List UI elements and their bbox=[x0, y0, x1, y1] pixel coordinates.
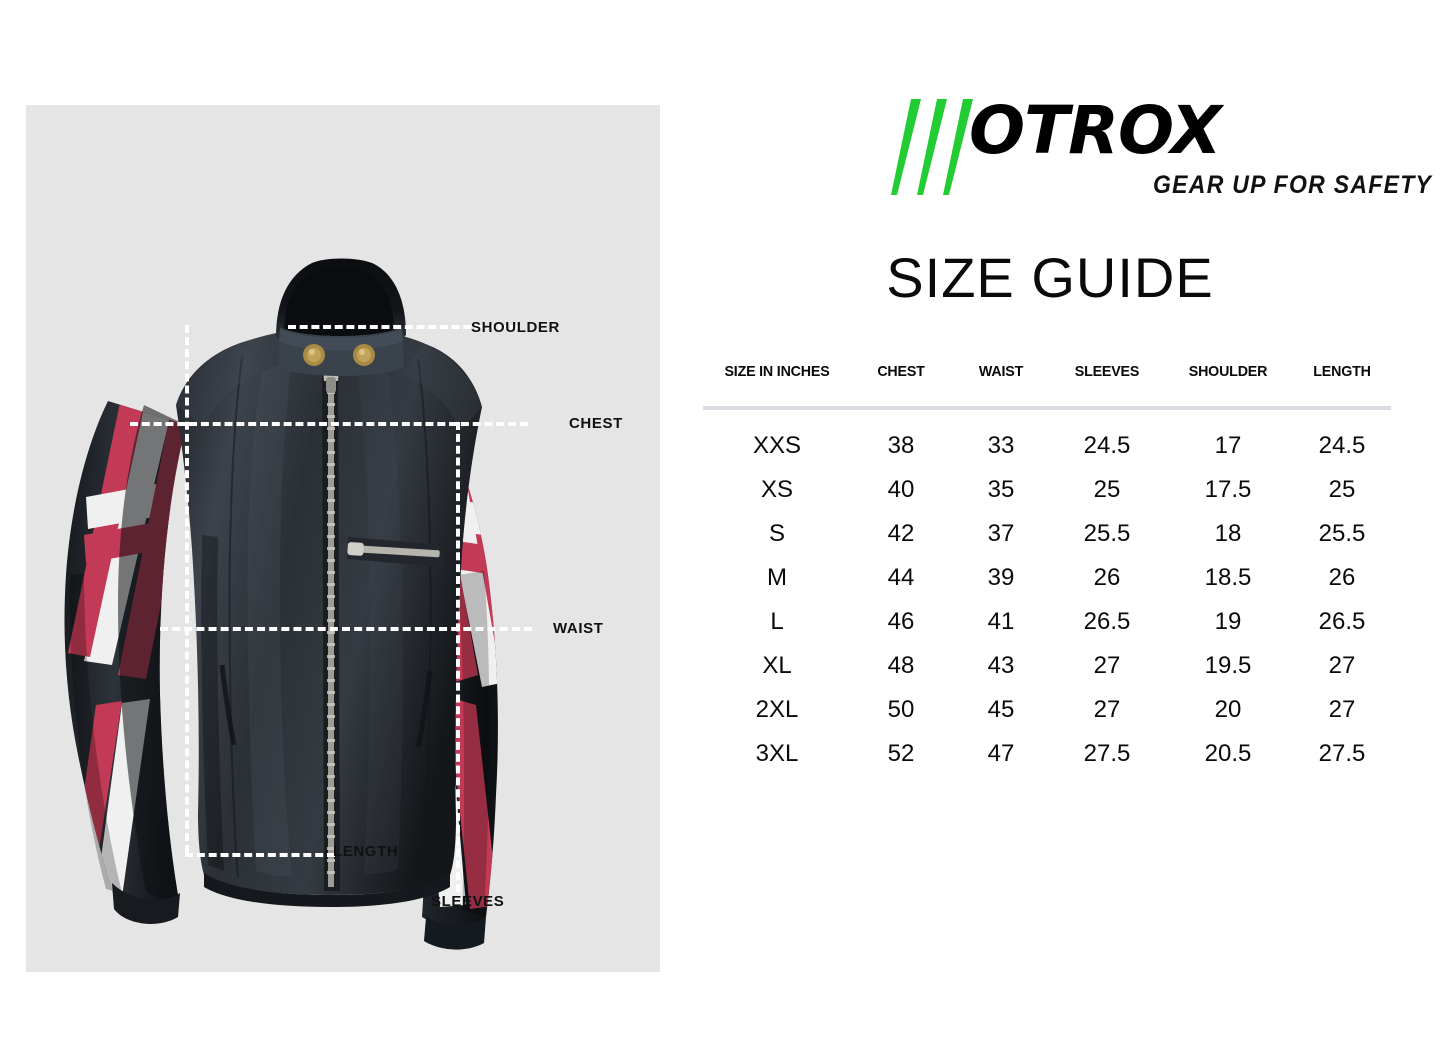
cell-chest: 46 bbox=[887, 608, 915, 635]
cell-sleeves: 25.5 bbox=[1083, 520, 1131, 547]
cell-size: XL bbox=[762, 652, 792, 679]
cell-sleeves: 27.5 bbox=[1083, 740, 1131, 767]
cell-shoulder: 17 bbox=[1214, 432, 1242, 459]
cell-chest: 42 bbox=[887, 520, 915, 547]
cell-length: 26 bbox=[1328, 564, 1356, 591]
table-header-row: SIZE IN INCHES CHEST WAIST SLEEVES SHOUL… bbox=[703, 363, 1391, 408]
chest-pocket bbox=[347, 537, 444, 567]
cell-shoulder: 19 bbox=[1214, 608, 1242, 635]
table-row: 2XL 50 45 27 20 27 bbox=[703, 688, 1391, 732]
cell-size: S bbox=[768, 520, 785, 547]
cell-waist: 43 bbox=[987, 652, 1015, 679]
cell-chest: 40 bbox=[887, 476, 915, 503]
table-row: M 44 39 26 18.5 26 bbox=[703, 556, 1391, 600]
jacket-diagram-panel bbox=[26, 105, 660, 972]
cell-sleeves: 25 bbox=[1093, 476, 1121, 503]
cell-length: 27 bbox=[1328, 652, 1356, 679]
three-green-slashes-icon bbox=[885, 97, 977, 197]
cell-sleeves: 24.5 bbox=[1083, 432, 1131, 459]
cell-size: M bbox=[767, 564, 787, 591]
label-waist: WAIST bbox=[553, 620, 604, 637]
cell-waist: 33 bbox=[987, 432, 1015, 459]
cell-length: 27.5 bbox=[1318, 740, 1366, 767]
table-row: XXS 38 33 24.5 17 24.5 bbox=[703, 408, 1391, 468]
cell-shoulder: 18 bbox=[1214, 520, 1242, 547]
cell-waist: 47 bbox=[987, 740, 1015, 767]
table-row: 3XL 52 47 27.5 20.5 27.5 bbox=[703, 732, 1391, 776]
column-header-sleeves: SLEEVES bbox=[1074, 363, 1140, 380]
size-chart-table: SIZE IN INCHES CHEST WAIST SLEEVES SHOUL… bbox=[703, 363, 1391, 776]
cell-size: XXS bbox=[752, 432, 802, 459]
column-header-size: SIZE IN INCHES bbox=[724, 363, 830, 380]
cell-waist: 41 bbox=[987, 608, 1015, 635]
table-row: XL 48 43 27 19.5 27 bbox=[703, 644, 1391, 688]
table-row: L 46 41 26.5 19 26.5 bbox=[703, 600, 1391, 644]
cell-waist: 37 bbox=[987, 520, 1015, 547]
column-header-shoulder: SHOULDER bbox=[1188, 363, 1268, 380]
cell-waist: 45 bbox=[987, 696, 1015, 723]
cell-sleeves: 27 bbox=[1093, 652, 1121, 679]
cell-sleeves: 26 bbox=[1093, 564, 1121, 591]
cell-length: 24.5 bbox=[1318, 432, 1366, 459]
cell-chest: 44 bbox=[887, 564, 915, 591]
cell-chest: 52 bbox=[887, 740, 915, 767]
cell-length: 27 bbox=[1328, 696, 1356, 723]
label-length: LENGTH bbox=[333, 843, 399, 860]
cell-shoulder: 17.5 bbox=[1204, 476, 1252, 503]
cell-sleeves: 26.5 bbox=[1083, 608, 1131, 635]
label-chest: CHEST bbox=[569, 415, 623, 432]
cell-shoulder: 20 bbox=[1214, 696, 1242, 723]
table-row: XS 40 35 25 17.5 25 bbox=[703, 468, 1391, 512]
table-row: S 42 37 25.5 18 25.5 bbox=[703, 512, 1391, 556]
size-guide-panel: OTROX GEAR UP FOR SAFETY SIZE GUIDE SIZE… bbox=[690, 95, 1431, 776]
cell-chest: 38 bbox=[887, 432, 915, 459]
cell-size: XS bbox=[760, 476, 793, 503]
brand-wordmark: OTROX bbox=[969, 92, 1222, 169]
cell-length: 25 bbox=[1328, 476, 1356, 503]
column-header-chest: CHEST bbox=[877, 363, 925, 380]
brand-tagline: GEAR UP FOR SAFETY bbox=[1153, 171, 1433, 199]
jacket-illustration bbox=[26, 105, 660, 972]
brand-logo: OTROX GEAR UP FOR SAFETY bbox=[885, 95, 1431, 210]
label-shoulder: SHOULDER bbox=[471, 319, 560, 336]
cell-chest: 50 bbox=[887, 696, 915, 723]
column-header-waist: WAIST bbox=[978, 363, 1024, 380]
cell-waist: 39 bbox=[987, 564, 1015, 591]
cell-shoulder: 18.5 bbox=[1204, 564, 1252, 591]
cell-size: L bbox=[770, 608, 784, 635]
cell-size: 3XL bbox=[755, 740, 799, 767]
cell-shoulder: 20.5 bbox=[1204, 740, 1252, 767]
cell-size: 2XL bbox=[755, 696, 799, 723]
cell-sleeves: 27 bbox=[1093, 696, 1121, 723]
cell-length: 26.5 bbox=[1318, 608, 1366, 635]
label-sleeves: SLEEVES bbox=[431, 893, 505, 910]
page-title: SIZE GUIDE bbox=[886, 246, 1214, 309]
cell-chest: 48 bbox=[887, 652, 915, 679]
cell-waist: 35 bbox=[987, 476, 1015, 503]
column-header-length: LENGTH bbox=[1313, 363, 1371, 380]
cell-length: 25.5 bbox=[1318, 520, 1366, 547]
cell-shoulder: 19.5 bbox=[1204, 652, 1252, 679]
